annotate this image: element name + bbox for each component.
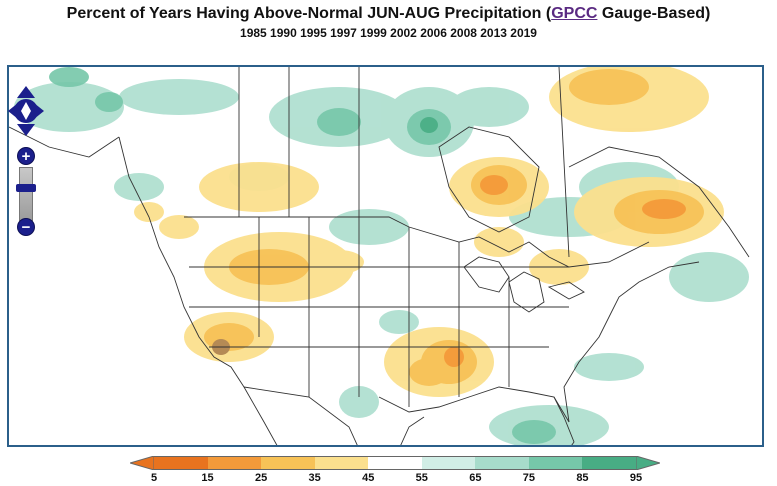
zoom-out-button[interactable]: − <box>17 218 35 236</box>
legend-tick-label: 45 <box>362 472 375 484</box>
pan-left-icon <box>8 103 18 119</box>
legend-tick-label: 55 <box>415 472 428 484</box>
legend-swatch <box>475 456 530 470</box>
zoom-in-button[interactable]: + <box>17 147 35 165</box>
pan-up-icon <box>17 86 35 98</box>
zoom-slider-track[interactable] <box>19 167 33 221</box>
legend-tick-label: 5 <box>150 472 158 484</box>
legend-high-arrow-icon <box>636 456 660 470</box>
legend-swatch <box>528 456 583 470</box>
pan-down-icon <box>17 124 35 136</box>
legend-swatch <box>421 456 476 470</box>
legend-low-arrow-icon <box>130 456 154 470</box>
legend-labels: 5 15 25 35 45 55 65 75 85 95 <box>0 472 777 486</box>
map-panel[interactable] <box>7 65 764 447</box>
legend-swatch <box>154 456 209 470</box>
legend-swatch <box>207 456 262 470</box>
pan-right-icon <box>34 103 44 119</box>
legend-tick-label: 85 <box>576 472 589 484</box>
title-prefix: Percent of Years Having Above-Normal JUN… <box>66 5 552 22</box>
legend-tick-label: 35 <box>308 472 321 484</box>
legend-swatch <box>314 456 369 470</box>
title-suffix: Gauge-Based) <box>597 5 711 22</box>
legend-tick-label: 95 <box>629 472 643 484</box>
pan-control[interactable] <box>8 86 44 136</box>
legend-tick-label: 25 <box>254 472 268 484</box>
gpcc-link[interactable]: GPCC <box>551 5 598 22</box>
map-boundaries <box>9 67 750 445</box>
color-legend <box>130 456 660 470</box>
precipitation-map <box>9 67 762 445</box>
years-subtitle: 1985 1990 1995 1997 1999 2002 2006 2008 … <box>240 26 537 40</box>
legend-swatch <box>368 456 423 470</box>
legend-tick-label: 75 <box>522 472 535 484</box>
legend-swatch <box>582 456 637 470</box>
legend-tick-label: 15 <box>201 472 214 484</box>
legend-swatch <box>261 456 316 470</box>
legend-tick-label: 65 <box>469 472 482 484</box>
page-title: Percent of Years Having Above-Normal JUN… <box>0 5 777 23</box>
zoom-slider-handle[interactable] <box>16 184 36 192</box>
